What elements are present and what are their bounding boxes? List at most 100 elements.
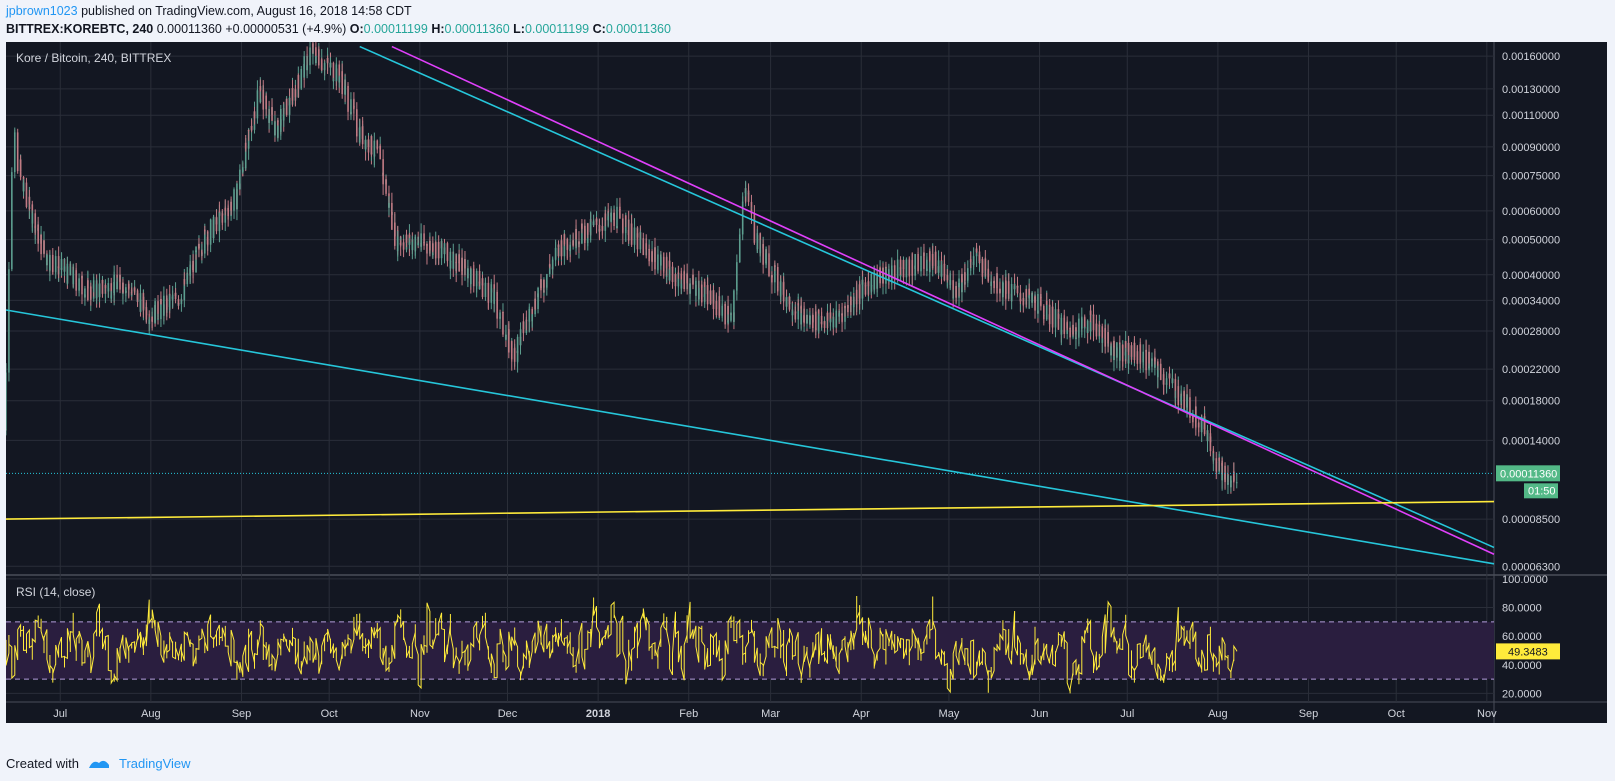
candle-body bbox=[543, 279, 545, 288]
x-tick-label: Sep bbox=[1299, 708, 1319, 720]
rsi-band bbox=[6, 621, 1494, 680]
published-text: published on TradingView.com, August 16,… bbox=[81, 4, 412, 18]
candle-body bbox=[806, 319, 808, 324]
candle-body bbox=[75, 282, 77, 291]
candle-body bbox=[785, 296, 788, 307]
candle-body bbox=[864, 285, 867, 295]
candle-body bbox=[434, 242, 437, 259]
candle-body bbox=[472, 278, 475, 287]
candle-body bbox=[5, 372, 7, 402]
author-link[interactable]: jpbrown1023 bbox=[6, 4, 78, 18]
candle-body bbox=[826, 312, 829, 321]
candle-body bbox=[475, 270, 478, 281]
candle-body bbox=[715, 306, 718, 316]
candle-body bbox=[1145, 366, 1147, 371]
candle-body bbox=[689, 283, 691, 294]
tradingview-link[interactable]: TradingView bbox=[118, 756, 191, 771]
candle-body bbox=[306, 65, 308, 71]
candle-body bbox=[385, 192, 387, 194]
rsi-tick-label: 80.0000 bbox=[1502, 603, 1542, 615]
candle-body bbox=[110, 283, 113, 298]
candle-body bbox=[130, 292, 133, 294]
candle-body bbox=[110, 295, 113, 298]
candle-body bbox=[1130, 345, 1133, 355]
rsi-tick-label: 20.0000 bbox=[1502, 688, 1542, 700]
candle-body bbox=[575, 247, 577, 249]
x-tick-label: May bbox=[939, 708, 960, 720]
candle-body bbox=[40, 234, 42, 255]
candle-body bbox=[19, 159, 22, 172]
candle-body bbox=[730, 312, 732, 314]
candle-body bbox=[1086, 320, 1089, 333]
candle-body bbox=[814, 311, 817, 331]
candle-body bbox=[373, 140, 376, 155]
x-tick-label: Nov bbox=[1477, 708, 1497, 720]
candle-body bbox=[1072, 324, 1074, 335]
candle-body bbox=[271, 112, 273, 121]
candle-body bbox=[1157, 370, 1159, 378]
candle-body bbox=[1136, 355, 1139, 364]
candle-body bbox=[43, 250, 45, 254]
candle-body bbox=[502, 311, 504, 330]
candle-body bbox=[437, 242, 440, 259]
chart-area[interactable]: Jul Aug Sep Oct Nov Dec 2018 Feb Mar Apr May Jun Jul… bbox=[5, 38, 1607, 723]
candle-body bbox=[487, 290, 490, 301]
footer: Created with TradingView bbox=[6, 756, 191, 771]
candle-body bbox=[440, 247, 443, 249]
rsi-series-line bbox=[5, 596, 1238, 694]
chart-svg[interactable]: Jul Aug Sep Oct Nov Dec 2018 Feb Mar Apr May Jun Jul… bbox=[5, 38, 1607, 723]
candle-body bbox=[1174, 397, 1177, 399]
candle-body bbox=[964, 272, 966, 281]
open-label: O: bbox=[349, 22, 364, 36]
candle-body bbox=[1010, 293, 1013, 302]
candle-body bbox=[95, 284, 98, 299]
candle-body bbox=[192, 260, 194, 273]
candle-body bbox=[370, 136, 373, 155]
candle-body bbox=[671, 275, 674, 283]
candle-body bbox=[823, 321, 826, 326]
candle-body bbox=[961, 274, 963, 293]
candle-body bbox=[157, 301, 159, 318]
candle-body bbox=[288, 104, 291, 106]
candle-body bbox=[1081, 317, 1083, 324]
candle-body bbox=[753, 239, 756, 243]
candle-body bbox=[1028, 288, 1030, 299]
current-price-badge bbox=[1496, 465, 1560, 482]
candle-body bbox=[72, 270, 75, 285]
candle-body bbox=[388, 193, 390, 195]
candle-body bbox=[394, 222, 396, 246]
last-price: 0.00011360 bbox=[156, 22, 222, 36]
candle-body bbox=[31, 213, 34, 222]
candle-body bbox=[1069, 327, 1071, 334]
candle-body bbox=[356, 133, 358, 137]
candle-body bbox=[1230, 475, 1232, 488]
candle-body bbox=[22, 182, 25, 192]
candle-body bbox=[1227, 482, 1229, 485]
y-tick-label: 0.00040000 bbox=[1502, 270, 1560, 282]
candle-body bbox=[624, 215, 627, 220]
candle-body bbox=[332, 80, 335, 82]
candle-body bbox=[1028, 295, 1030, 299]
candle-body bbox=[592, 220, 595, 226]
candle-body bbox=[958, 278, 960, 288]
candle-body bbox=[952, 297, 954, 299]
candle-body bbox=[250, 128, 253, 130]
candle-body bbox=[133, 287, 136, 290]
candle-body bbox=[756, 233, 759, 249]
candle-body bbox=[867, 281, 870, 287]
candle-body bbox=[934, 251, 937, 258]
lower-cyan-trendline bbox=[5, 309, 1495, 565]
candle-body bbox=[1200, 416, 1203, 432]
candle-body bbox=[382, 159, 384, 177]
candle-body bbox=[1209, 436, 1212, 452]
candle-body bbox=[584, 225, 586, 243]
candle-body bbox=[1040, 296, 1042, 306]
candle-body bbox=[1037, 294, 1039, 297]
y-tick-label: 0.00075000 bbox=[1502, 171, 1560, 183]
candle-body bbox=[920, 256, 922, 266]
candle-body bbox=[560, 240, 563, 257]
candle-body bbox=[665, 257, 668, 269]
candle-body bbox=[975, 250, 978, 252]
candle-body bbox=[642, 243, 645, 245]
candle-body bbox=[1083, 327, 1086, 329]
